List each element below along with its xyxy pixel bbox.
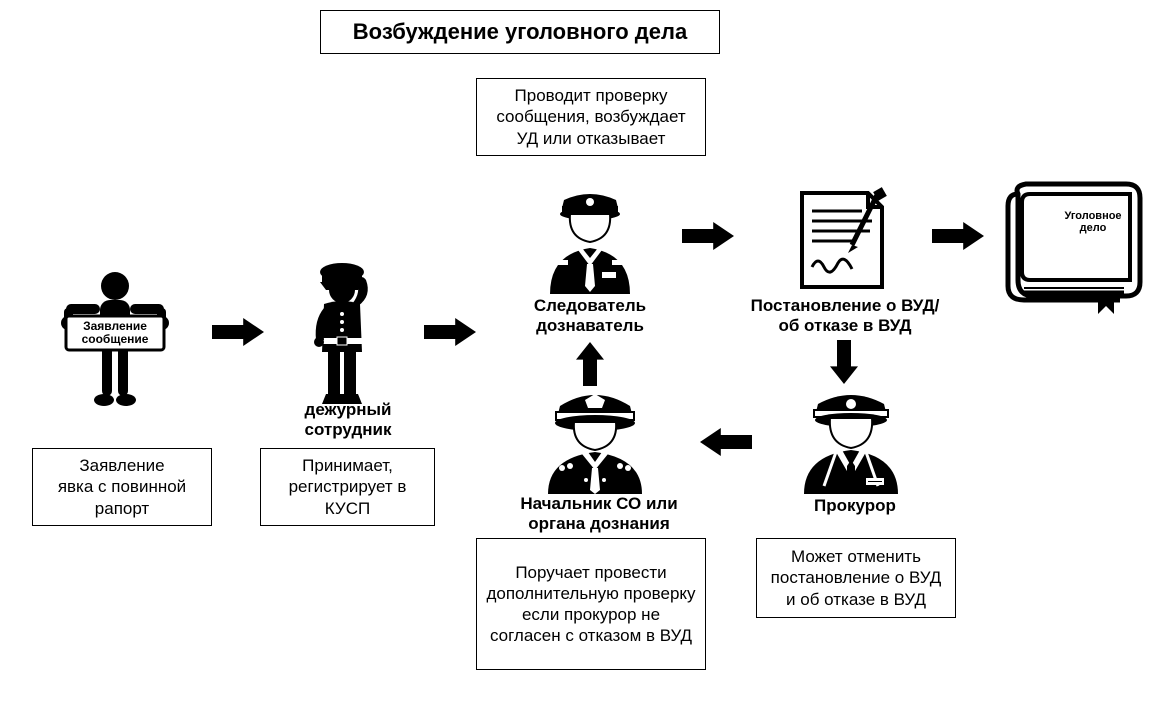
- duty-officer-desc-text: Принимает, регистрирует в КУСП: [269, 455, 426, 519]
- arrow-right: [932, 222, 984, 250]
- title-box: Возбуждение уголовного дела: [320, 10, 720, 54]
- prosecutor-icon: [796, 386, 906, 496]
- prosecutor-desc-text: Может отменить постановление о ВУД и об …: [765, 546, 947, 610]
- applicant-desc-text: Заявление явка с повинной рапорт: [58, 455, 186, 519]
- arrow-down: [830, 340, 858, 384]
- chief-label: Начальник СО или органа дознания: [504, 494, 694, 535]
- investigator-icon: [540, 186, 640, 296]
- investigator-action-box: Проводит проверку сообщения, возбуждает …: [476, 78, 706, 156]
- duty-officer-desc-box: Принимает, регистрирует в КУСП: [260, 448, 435, 526]
- applicant-sign-label: Заявление сообщение: [72, 320, 158, 346]
- title-text: Возбуждение уголовного дела: [353, 18, 687, 46]
- prosecutor-desc-box: Может отменить постановление о ВУД и об …: [756, 538, 956, 618]
- arrow-up: [576, 342, 604, 386]
- investigator-label: Следователь дознаватель: [510, 296, 670, 337]
- arrow-right: [424, 318, 476, 346]
- case-file-icon: Уголовное дело: [1000, 176, 1150, 316]
- book-label: Уголовное дело: [1058, 210, 1128, 234]
- chief-icon: [540, 386, 650, 496]
- diagram-stage: Возбуждение уголовного дела Проводит про…: [0, 0, 1170, 710]
- duty-officer-icon: [292, 260, 392, 410]
- prosecutor-label: Прокурор: [800, 496, 910, 516]
- applicant-desc-box: Заявление явка с повинной рапорт: [32, 448, 212, 526]
- investigator-action-text: Проводит проверку сообщения, возбуждает …: [485, 85, 697, 149]
- arrow-right: [682, 222, 734, 250]
- applicant-icon: Заявление сообщение: [60, 268, 170, 418]
- arrow-left: [700, 428, 752, 456]
- decree-label: Постановление о ВУД/ об отказе в ВУД: [740, 296, 950, 337]
- chief-desc-text: Поручает провести дополнительную проверк…: [485, 562, 697, 647]
- arrow-right: [212, 318, 264, 346]
- decree-icon: [782, 185, 902, 295]
- duty-officer-label: дежурный сотрудник: [278, 400, 418, 441]
- chief-desc-box: Поручает провести дополнительную проверк…: [476, 538, 706, 670]
